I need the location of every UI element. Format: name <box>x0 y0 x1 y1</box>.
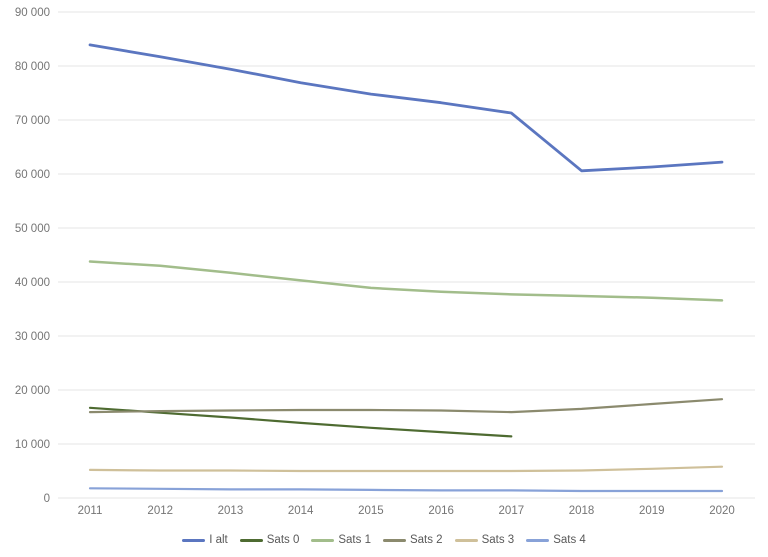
x-axis-tick-label: 2012 <box>147 505 173 517</box>
y-axis-tick-label: 80 000 <box>15 61 50 73</box>
x-axis-tick-label: 2013 <box>218 505 244 517</box>
y-axis-tick-label: 10 000 <box>15 439 50 451</box>
x-axis-tick-label: 2020 <box>709 505 735 517</box>
legend-item-sats-1: Sats 1 <box>311 534 371 546</box>
x-axis-tick-label: 2016 <box>428 505 454 517</box>
legend-line-swatch <box>382 538 406 542</box>
y-axis-tick-label: 20 000 <box>15 385 50 397</box>
series-line-sats-2 <box>88 398 724 414</box>
x-axis-tick-label: 2011 <box>78 505 103 517</box>
series-line-sats-1 <box>88 260 724 302</box>
x-axis-tick-label: 2018 <box>569 505 595 517</box>
series-line-sats-0 <box>88 406 513 438</box>
legend-line-swatch <box>239 538 263 542</box>
legend-line-swatch <box>526 538 550 542</box>
legend-label: Sats 3 <box>481 534 515 546</box>
y-axis-tick-label: 60 000 <box>15 169 50 181</box>
legend-item-i-alt: I alt <box>182 534 228 546</box>
x-axis-tick-label: 2015 <box>358 505 384 517</box>
chart-legend: I alt Sats 0 Sats 1 Sats 2 Sats 3 Sats 4 <box>0 528 768 552</box>
legend-item-sats-0: Sats 0 <box>239 534 300 546</box>
legend-item-sats-3: Sats 3 <box>454 534 515 546</box>
legend-line-swatch <box>454 538 478 542</box>
y-axis-tick-label: 40 000 <box>15 277 50 289</box>
legend-line-swatch <box>311 538 335 542</box>
series-line-sats-4 <box>88 487 724 493</box>
y-axis-tick-label: 0 <box>44 493 50 505</box>
y-axis-tick-label: 30 000 <box>15 331 50 343</box>
legend-item-sats-2: Sats 2 <box>382 534 443 546</box>
x-axis-tick-label: 2014 <box>288 505 314 517</box>
legend-label: Sats 2 <box>409 534 443 546</box>
x-axis-tick-label: 2019 <box>639 505 665 517</box>
y-axis-tick-label: 90 000 <box>15 7 50 19</box>
legend-label: Sats 0 <box>266 534 300 546</box>
legend-label: I alt <box>209 534 228 546</box>
legend-item-sats-4: Sats 4 <box>526 534 586 546</box>
legend-label: Sats 1 <box>338 534 371 546</box>
legend-label: Sats 4 <box>553 534 586 546</box>
x-axis-tick-label: 2017 <box>499 505 525 517</box>
series-line-i-alt <box>88 43 724 173</box>
chart-plot-area: 0 10 000 20 000 30 000 40 000 50 000 60 000 70 … <box>15 7 755 517</box>
series-line-sats-3 <box>88 465 724 473</box>
y-axis-tick-label: 50 000 <box>15 223 50 235</box>
legend-line-swatch <box>182 538 206 542</box>
y-axis-tick-label: 70 000 <box>15 115 50 127</box>
